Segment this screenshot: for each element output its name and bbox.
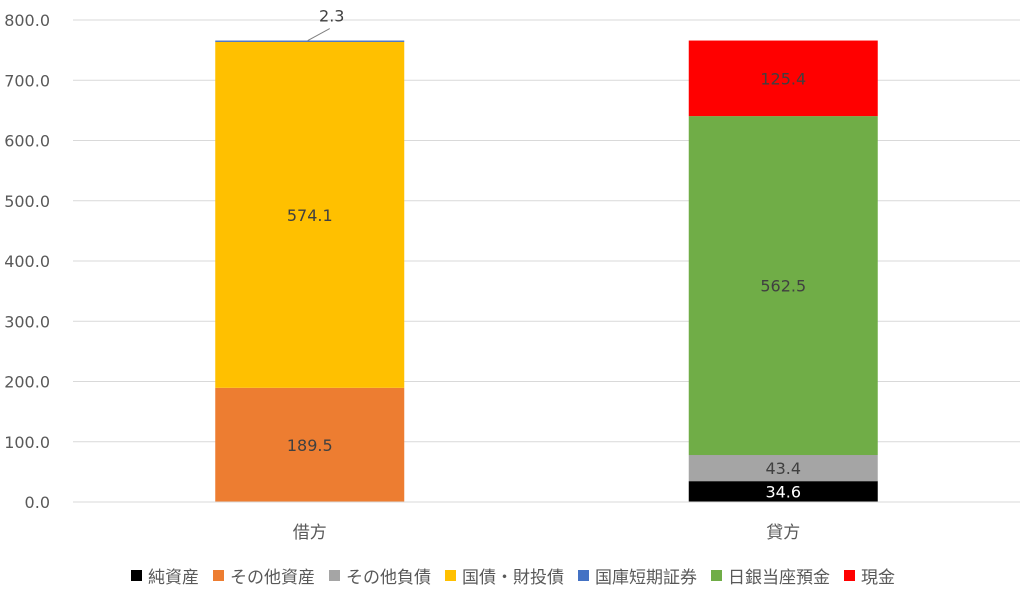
data-label: 562.5	[760, 277, 806, 296]
bar-segment	[688, 40, 878, 117]
legend-swatch	[445, 569, 456, 581]
leader-line	[307, 28, 330, 41]
legend-item: 国庫短期証券	[578, 563, 697, 588]
y-tick-label: 800.0	[4, 11, 50, 30]
bar-segment	[688, 481, 878, 502]
legend-swatch	[213, 569, 224, 581]
data-label: 2.3	[319, 7, 344, 26]
legend-swatch	[711, 569, 722, 581]
legend-label: その他資産	[230, 567, 315, 588]
stacked-bar-chart: 0.0 100.0 200.0 300.0 400.0 500.0 600.0 700.0 80…	[4, 7, 1020, 543]
legend-swatch	[131, 569, 142, 581]
y-tick-label: 400.0	[4, 252, 50, 271]
y-tick-label: 0.0	[25, 493, 50, 512]
y-tick-label: 700.0	[4, 71, 50, 90]
bar-segment	[215, 387, 405, 502]
legend-label: 純資産	[148, 567, 199, 588]
bar-segment	[688, 116, 878, 456]
y-tick-label: 200.0	[4, 373, 50, 392]
data-label: 574.1	[287, 206, 333, 225]
chart-legend: 純資産 その他資産 その他負債 国債・財投債 国庫短期証券 日銀当座預金 現金	[0, 562, 1026, 588]
bar-segment	[215, 40, 405, 42]
legend-swatch	[578, 569, 589, 581]
y-tick-label: 100.0	[4, 433, 50, 452]
legend-label: 国庫短期証券	[595, 567, 697, 588]
x-category-label: 借方	[293, 523, 327, 543]
bar-segment	[688, 455, 878, 482]
data-label: 189.5	[287, 436, 333, 455]
legend-label: 国債・財投債	[462, 567, 564, 588]
data-label: 43.4	[765, 459, 801, 478]
legend-swatch	[844, 569, 855, 581]
y-tick-label: 600.0	[4, 132, 50, 151]
legend-item: 純資産	[131, 563, 199, 588]
legend-swatch	[329, 569, 340, 581]
bar-segment	[215, 41, 405, 388]
legend-item: 現金	[844, 563, 895, 588]
legend-item: その他資産	[213, 563, 315, 588]
y-tick-label: 500.0	[4, 192, 50, 211]
legend-item: その他負債	[329, 563, 431, 588]
legend-label: 現金	[861, 567, 895, 588]
data-label: 34.6	[765, 483, 801, 502]
y-tick-label: 300.0	[4, 312, 50, 331]
legend-label: 日銀当座預金	[728, 567, 830, 588]
x-category-label: 貸方	[766, 523, 800, 543]
legend-item: 国債・財投債	[445, 563, 564, 588]
legend-label: その他負債	[346, 567, 431, 588]
legend-item: 日銀当座預金	[711, 563, 830, 588]
data-label: 125.4	[760, 69, 806, 88]
